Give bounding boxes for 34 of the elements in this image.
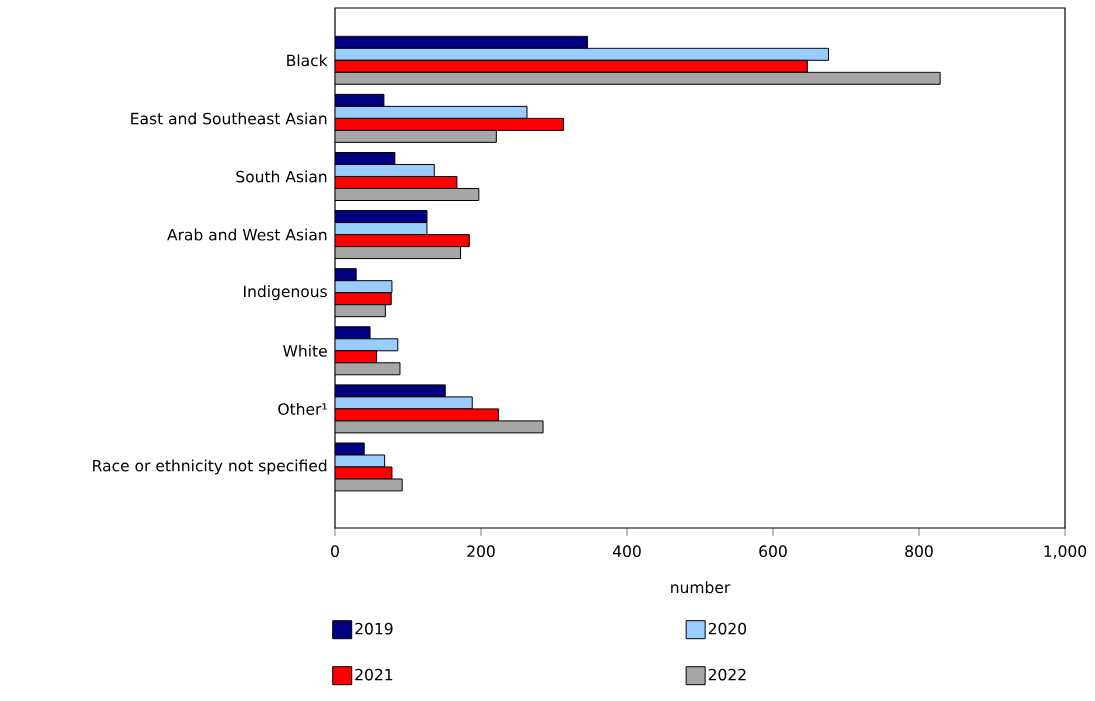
y-tick-label: East and Southeast Asian (131, 112, 327, 125)
bar (335, 246, 462, 260)
y-tick-label: Indigenous (244, 285, 327, 301)
legend-label: 2022 (708, 668, 746, 681)
bar (335, 117, 564, 131)
bar (335, 105, 528, 119)
bar (335, 163, 435, 177)
legend-label: 2021 (355, 668, 393, 681)
x-tick-label: 200 (467, 545, 495, 558)
y-tick-label: Black (287, 54, 328, 67)
bar (335, 35, 589, 49)
legend-label: 2019 (355, 622, 393, 635)
bar (335, 222, 428, 236)
legend-label: 2020 (708, 622, 747, 635)
bar (335, 210, 428, 224)
bar (335, 234, 470, 248)
bar (335, 47, 829, 61)
y-tick-label: South Asian (236, 170, 327, 183)
bar (335, 292, 392, 306)
y-tick-label: Arab and West Asian (167, 228, 327, 241)
bar (335, 71, 941, 85)
y-tick-label: Other¹ (278, 402, 327, 415)
x-axis-title: number (671, 581, 731, 594)
bar (335, 129, 497, 143)
bar (335, 175, 458, 189)
x-tick-label: 800 (905, 545, 933, 558)
y-tick-label: Race or ethnicity not specified (93, 459, 327, 475)
x-tick-label: 1,000 (1044, 545, 1087, 559)
x-tick-label: 600 (759, 545, 787, 558)
bar (335, 187, 480, 201)
x-tick-label: 0 (331, 545, 339, 558)
bar (335, 59, 808, 73)
y-tick-label: White (283, 344, 327, 357)
x-tick-label: 400 (612, 545, 641, 558)
